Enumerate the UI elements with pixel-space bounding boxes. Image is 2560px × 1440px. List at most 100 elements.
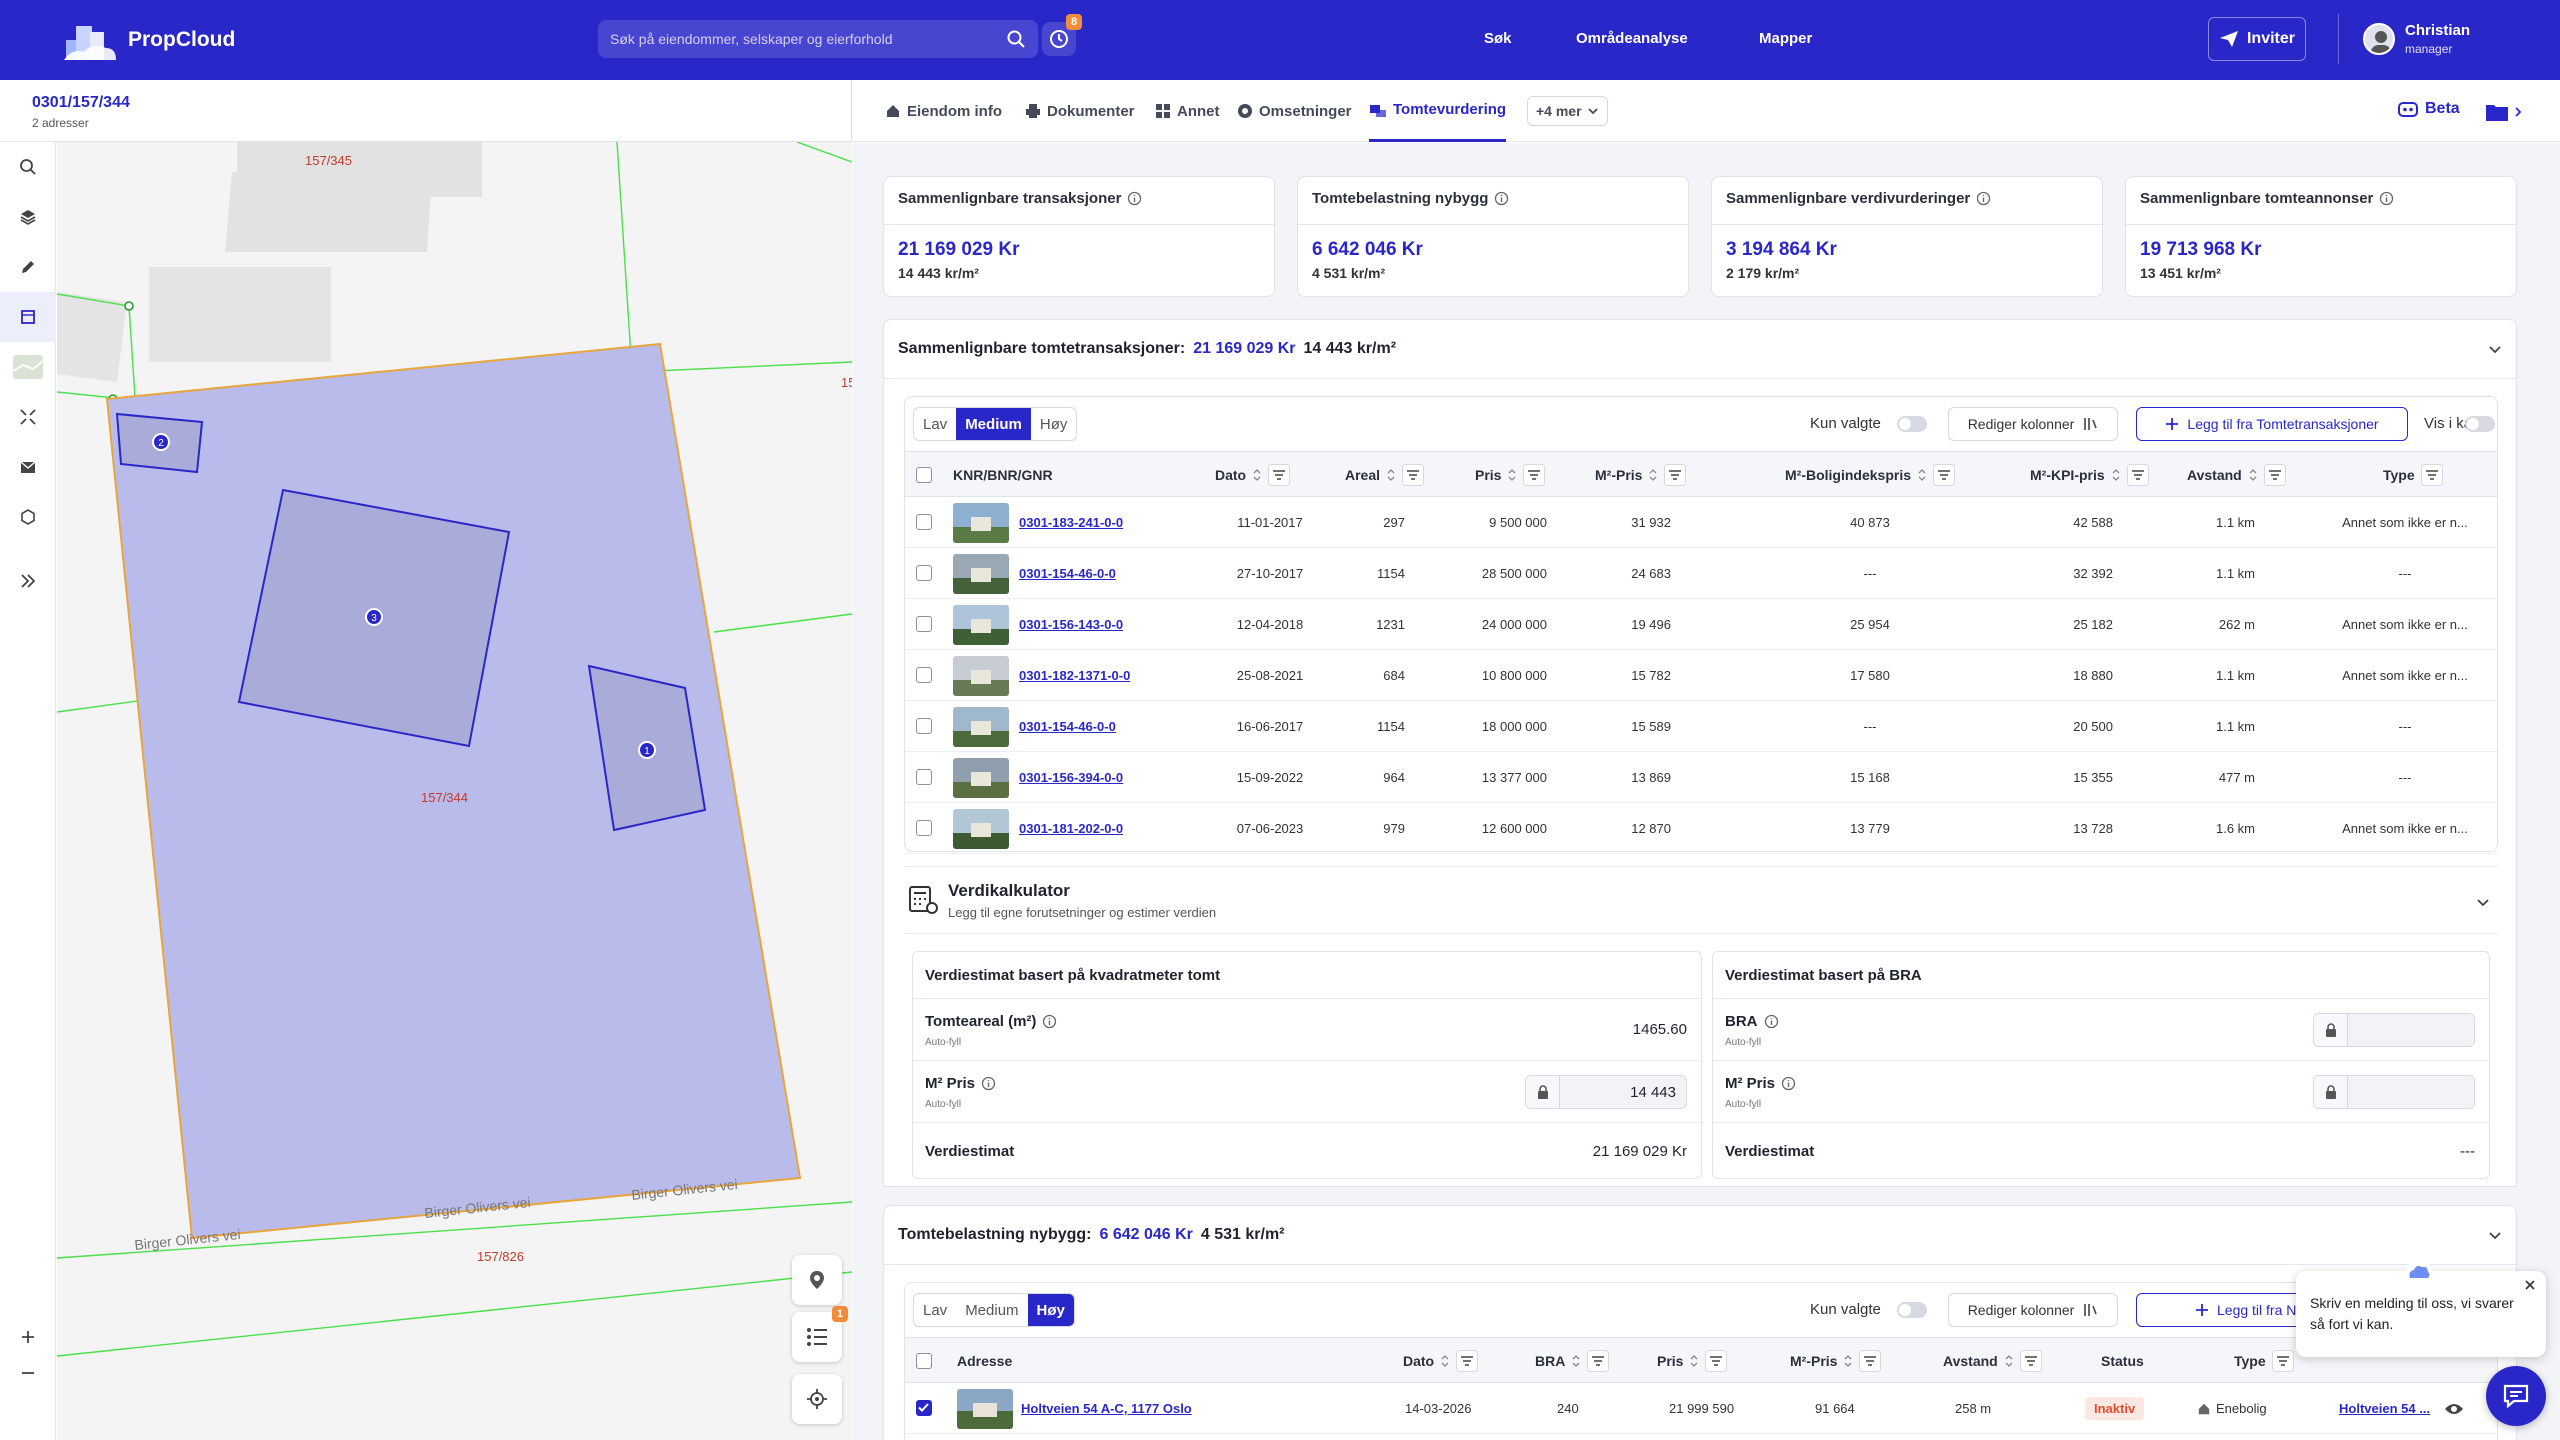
level-lav[interactable]: Lav (923, 415, 948, 433)
table-row[interactable]: 0301-156-394-0-0 15-09-2022 964 13 377 000 1… (905, 752, 2497, 803)
map-marker-2[interactable] (152, 433, 170, 451)
tab-dokumenter[interactable]: Dokumenter (1025, 80, 1135, 142)
bra-m2-pris-input[interactable] (2313, 1075, 2475, 1109)
show-map-toggle[interactable] (2465, 416, 2495, 432)
history-button[interactable]: 8 (1042, 14, 1083, 56)
filter-icon[interactable] (2271, 1350, 2294, 1372)
eye-icon[interactable] (2444, 1402, 2464, 1416)
info-icon[interactable] (1764, 1014, 1779, 1029)
chevron-down-icon[interactable] (2476, 895, 2490, 909)
row-knr-link[interactable]: 0301-156-394-0-0 (1019, 770, 1124, 785)
tab-annet[interactable]: Annet (1155, 80, 1220, 142)
info-icon[interactable] (1042, 1014, 1057, 1029)
info-icon[interactable] (1976, 191, 1991, 206)
level-medium[interactable]: Medium (965, 1301, 1019, 1319)
select-all-checkbox[interactable] (916, 1353, 932, 1369)
row-checkbox[interactable] (916, 1400, 932, 1416)
col-avstand[interactable]: Avstand (1943, 1338, 2042, 1384)
chevron-down-icon[interactable] (2488, 1228, 2502, 1242)
level-hoy[interactable]: Høy (1039, 415, 1068, 433)
filter-icon[interactable] (1456, 1350, 1479, 1372)
filter-icon[interactable] (2263, 464, 2286, 486)
col-areal[interactable]: Areal (1345, 452, 1425, 498)
row-checkbox[interactable] (916, 718, 932, 734)
logo[interactable]: PropCloud (62, 18, 235, 62)
tab-tomtevurdering[interactable]: Tomtevurdering (1369, 80, 1507, 142)
col-knr[interactable]: KNR/BNR/GNR (953, 467, 1053, 483)
row-knr-link[interactable]: 0301-181-202-0-0 (1019, 821, 1124, 836)
filter-icon[interactable] (1523, 464, 1546, 486)
select-all-checkbox[interactable] (916, 467, 932, 483)
filter-icon[interactable] (1859, 1350, 1882, 1372)
table-row[interactable]: 0301-181-202-0-0 07-06-2023 979 12 600 000 1… (905, 803, 2497, 854)
col-pris[interactable]: Pris (1475, 452, 1546, 498)
col-dato[interactable]: Dato (1403, 1338, 1479, 1384)
tabs-more-dropdown[interactable]: +4 mer (1527, 96, 1608, 126)
row-knr-link[interactable]: 0301-156-143-0-0 (1019, 617, 1124, 632)
row-checkbox[interactable] (916, 616, 932, 632)
layers-tool[interactable] (0, 192, 56, 242)
info-icon[interactable] (1494, 191, 1509, 206)
info-icon[interactable] (1127, 191, 1142, 206)
search-input[interactable] (598, 20, 1038, 58)
basemap-tool[interactable] (0, 342, 56, 392)
table-row[interactable]: 0301-182-1371-0-0 25-08-2021 684 10 800 000… (905, 650, 2497, 701)
row-knr-link[interactable]: 0301-154-46-0-0 (1019, 566, 1116, 581)
row-checkbox[interactable] (916, 565, 932, 581)
table-row[interactable]: 0301-154-46-0-0 16-06-2017 1154 18 000 000 1… (905, 701, 2497, 752)
row-knr-link[interactable]: 0301-182-1371-0-0 (1019, 668, 1131, 683)
filter-icon[interactable] (1268, 464, 1291, 486)
row-knr-link[interactable]: 0301-183-241-0-0 (1019, 515, 1124, 530)
close-icon[interactable] (2524, 1279, 2536, 1291)
col-m2-pris[interactable]: M²-Pris (1595, 452, 1687, 498)
row-address-link[interactable]: Holtveien 54 A-C, 1177 Oslo (1021, 1401, 1192, 1416)
col-avstand[interactable]: Avstand (2187, 452, 2286, 498)
filter-icon[interactable] (1705, 1350, 1728, 1372)
expand-toolbar[interactable] (0, 556, 56, 606)
filter-icon[interactable] (1664, 464, 1687, 486)
draw-tool[interactable] (0, 242, 56, 292)
zoom-out-button[interactable] (0, 1348, 56, 1398)
chevron-down-icon[interactable] (2488, 342, 2502, 356)
col-status[interactable]: Status (2101, 1353, 2144, 1369)
section-header[interactable]: Tomtebelastning nybygg: 6 642 046 Kr 4 5… (898, 1206, 1285, 1264)
col-type[interactable]: Type (2383, 452, 2443, 498)
search-icon[interactable] (1006, 29, 1026, 49)
col-adresse[interactable]: Adresse (957, 1353, 1013, 1369)
tab-eiendom-info[interactable]: Eiendom info (885, 80, 1002, 142)
lock-icon[interactable] (2325, 1085, 2337, 1099)
nav-sok[interactable]: Søk (1484, 30, 1512, 47)
map-marker-1[interactable] (638, 741, 656, 759)
nav-mapper[interactable]: Mapper (1759, 30, 1813, 47)
measure-tool[interactable] (0, 392, 56, 442)
only-selected-toggle[interactable] (1897, 1302, 1927, 1318)
map-marker-3[interactable] (365, 608, 383, 626)
filter-icon[interactable] (2019, 1350, 2042, 1372)
map-pin-button[interactable] (792, 1255, 842, 1305)
section-header[interactable]: Sammenlignbare tomtetransaksjoner: 21 16… (898, 320, 1396, 378)
filter-icon[interactable] (2126, 464, 2149, 486)
col-bra[interactable]: BRA (1535, 1338, 1610, 1384)
filter-icon[interactable] (2420, 464, 2443, 486)
table-row[interactable]: 0301-183-241-0-0 11-01-2017 297 9 500 000 31… (905, 497, 2497, 548)
map-canvas[interactable]: 2 3 1 157/345 157/344 157/826 15 Birger … (57, 142, 852, 1440)
level-lav[interactable]: Lav (923, 1301, 948, 1319)
row-checkbox[interactable] (916, 820, 932, 836)
lock-icon[interactable] (1537, 1085, 1549, 1099)
row-checkbox[interactable] (916, 667, 932, 683)
mail-tool[interactable] (0, 442, 56, 492)
chat-button[interactable] (2486, 1366, 2546, 1426)
col-type[interactable]: Type (2234, 1338, 2294, 1384)
select-area-tool[interactable] (0, 292, 56, 342)
map-search-tool[interactable] (0, 142, 56, 192)
only-selected-toggle[interactable] (1897, 416, 1927, 432)
row-listing-link[interactable]: Holtveien 54 ... (2339, 1401, 2431, 1416)
edit-columns-button[interactable]: Rediger kolonner (1948, 407, 2118, 441)
info-icon[interactable] (981, 1076, 996, 1091)
table-row[interactable]: 0301-156-143-0-0 12-04-2018 1231 24 000 000… (905, 599, 2497, 650)
col-boligindekspris[interactable]: M²-Boligindekspris (1785, 452, 1956, 498)
filter-icon[interactable] (1402, 464, 1425, 486)
col-m2-pris[interactable]: M²-Pris (1790, 1338, 1882, 1384)
lock-icon[interactable] (2325, 1023, 2337, 1037)
folder-button[interactable] (2485, 102, 2523, 122)
